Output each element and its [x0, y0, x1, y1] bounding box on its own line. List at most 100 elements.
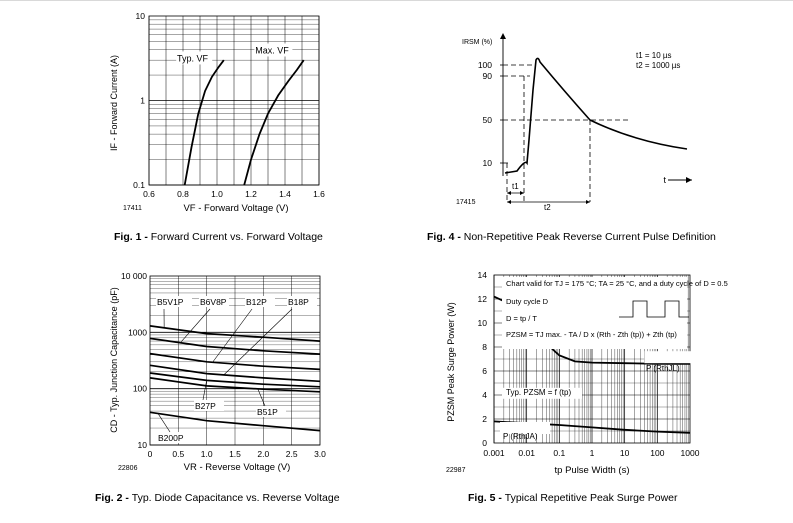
leader-line — [257, 388, 266, 407]
x-tick-label: 0.6 — [143, 189, 155, 199]
x-tick-label: 1.2 — [245, 189, 257, 199]
chart-diode-capacitance: 0 0.5 1.0 1.5 2.0 2.5 3.0 10 100 1000 10 000 B5V1P… — [109, 271, 326, 473]
series-line-max — [243, 59, 305, 186]
figure-id: 17411 — [123, 205, 142, 212]
leader-line — [223, 308, 293, 376]
x-tick-label: 100 — [650, 448, 664, 458]
figure-caption: Fig. 4 - Non-Repetitive Peak Reverse Cur… — [427, 231, 716, 243]
series-label-rthja: P (RthJA) — [503, 432, 538, 441]
duty-cycle-waveform — [619, 300, 689, 318]
y-tick-label: 0 — [482, 438, 487, 448]
annotation-power-formula: PZSM = TJ max. - TA / D x (Rth - Zth (tp… — [506, 330, 677, 339]
chart-tick-labels: 0.6 0.8 1.0 1.2 1.4 1.6 0.1 1 10 — [133, 11, 325, 199]
figure-id: 22806 — [118, 465, 138, 472]
y-tick-label: 1 — [140, 96, 145, 106]
chart-series — [504, 57, 688, 174]
y-tick-label: 0.1 — [133, 180, 145, 190]
param-t1: t1 = 10 µs — [636, 51, 672, 60]
series-label-b18p: B18P — [288, 297, 309, 307]
chart-grid — [148, 15, 320, 186]
series-line-b200p — [149, 411, 321, 432]
series-label-rthjl: P (RthJL) — [646, 364, 680, 373]
label-bg — [157, 432, 190, 443]
series-label-b51p: B51P — [257, 407, 278, 417]
x-tick-label: 10 — [620, 448, 630, 458]
y-tick-label: 12 — [478, 294, 488, 304]
figure-id: 17415 — [456, 199, 476, 206]
series-line-b27p — [149, 372, 321, 388]
x-tick-label: 1000 — [681, 448, 700, 458]
y-tick-label: 10 000 — [121, 271, 147, 281]
leader-line — [180, 308, 211, 342]
curve-caption: Typ. PZSM = f (tp) — [506, 388, 571, 397]
y-tick-label: 2 — [482, 414, 487, 424]
chart-tick-labels: 0.001 0.01 0.1 1 10 100 1000 0 2 4 6 8 10 12 14 — [478, 270, 700, 458]
series-label-b6v8p: B6V8P — [200, 297, 227, 307]
leader-line — [212, 308, 253, 363]
series-label-b5v1p: B5V1P — [157, 297, 184, 307]
label-bg — [199, 296, 229, 307]
x-tick-label: 0.001 — [483, 448, 505, 458]
figure-caption: Fig. 2 - Typ. Diode Capacitance vs. Reve… — [95, 492, 340, 504]
pulse-curve — [504, 57, 688, 174]
annotation-conditions: Chart valid for TJ = 175 °C; TA = 25 °C,… — [506, 279, 728, 288]
chart-surge-power: 0.001 0.01 0.1 1 10 100 1000 0 2 4 6 8 10 12 14 Chart … — [446, 270, 728, 476]
x-tick-label: 2.5 — [286, 449, 298, 459]
y-tick-label: 100 — [478, 60, 492, 70]
dim-label-t1: t1 — [512, 182, 519, 191]
label-bg — [194, 400, 224, 411]
y-axis-label: PZSM Peak Surge Power (W) — [446, 302, 456, 422]
y-axis-arrow — [500, 33, 506, 39]
x-axis-label: t — [663, 175, 666, 185]
y-tick-label: 6 — [482, 366, 487, 376]
label-bg — [287, 296, 317, 307]
x-axis-label: VR - Reverse Voltage (V) — [184, 462, 291, 473]
label-bg — [502, 387, 582, 399]
y-tick-label: 50 — [483, 115, 493, 125]
chart-series — [183, 59, 305, 186]
y-tick-label: 100 — [133, 384, 147, 394]
x-tick-label: 0.01 — [518, 448, 535, 458]
y-tick-label: 10 — [138, 440, 148, 450]
label-bg — [256, 406, 286, 417]
y-axis-label: IRSM (%) — [462, 39, 492, 46]
y-axis-label: CD - Typ. Junction Capacitance (pF) — [109, 287, 119, 432]
y-tick-label: 1000 — [128, 327, 147, 337]
x-tick-label: 0.8 — [177, 189, 189, 199]
y-tick-label: 8 — [482, 342, 487, 352]
param-t2: t2 = 1000 µs — [636, 61, 680, 70]
x-tick-label: 1.5 — [229, 449, 241, 459]
y-axis-label: IF - Forward Current (A) — [109, 55, 119, 151]
series-line-b5v1p — [149, 325, 321, 342]
chart-tick-labels: 0 0.5 1.0 1.5 2.0 2.5 3.0 10 100 1000 10 000 — [121, 271, 326, 459]
annotation-box — [502, 277, 687, 349]
y-tick-label: 10 — [478, 318, 488, 328]
label-bg — [245, 296, 275, 307]
y-tick-label: 90 — [483, 71, 493, 81]
page-top-rule — [0, 0, 793, 1]
x-tick-label: 0 — [148, 449, 153, 459]
annotation-duty-cycle: Duty cycle D — [506, 297, 549, 306]
series-label-typ: Typ. VF — [177, 53, 209, 63]
x-tick-label: 0.1 — [553, 448, 565, 458]
annotation-duty-formula: D = tp / T — [506, 314, 537, 323]
x-axis-label: tp Pulse Width (s) — [555, 465, 630, 476]
series-label-max: Max. VF — [255, 45, 289, 55]
figure-caption: Fig. 1 - Forward Current vs. Forward Vol… — [114, 231, 323, 243]
leader-line — [202, 380, 207, 401]
x-tick-label: 2.0 — [257, 449, 269, 459]
x-tick-label: 1.4 — [279, 189, 291, 199]
x-tick-label: 1.6 — [313, 189, 325, 199]
series-line-b51p — [149, 377, 321, 393]
x-tick-label: 1 — [590, 448, 595, 458]
x-tick-label: 0.5 — [172, 449, 184, 459]
y-tick-label: 10 — [136, 11, 146, 21]
x-tick-label: 1.0 — [201, 449, 213, 459]
label-bg — [644, 351, 703, 364]
figure-caption: Fig. 5 - Typical Repetitive Peak Surge P… — [468, 492, 678, 504]
dim-label-t2: t2 — [544, 203, 551, 212]
label-bg — [254, 43, 293, 57]
series-label-b12p: B12P — [246, 297, 267, 307]
x-tick-label: 1.0 — [211, 189, 223, 199]
